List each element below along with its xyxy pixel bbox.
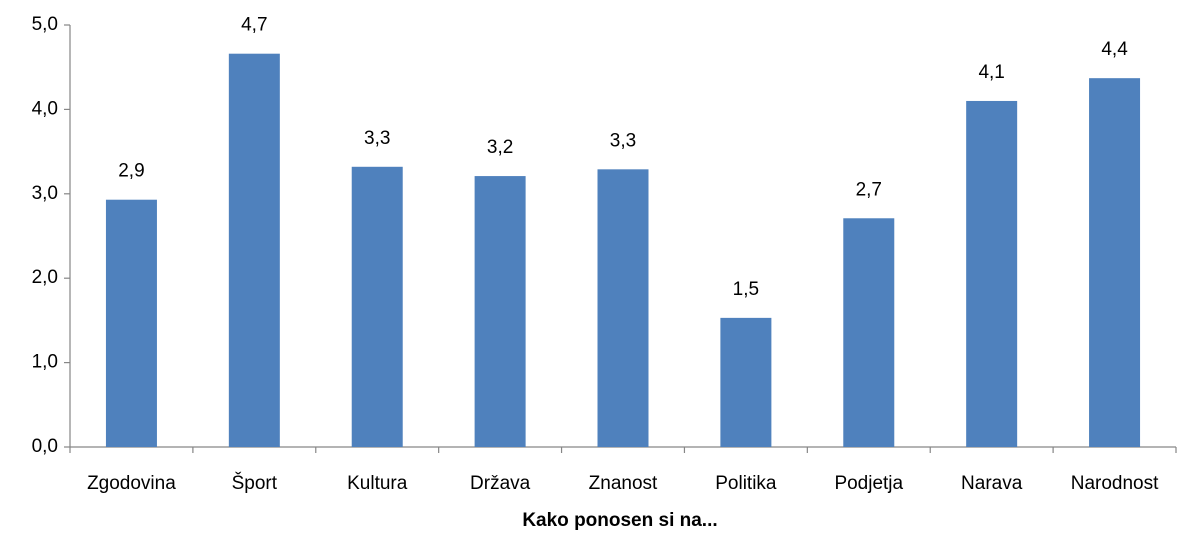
bar xyxy=(474,176,526,448)
bar xyxy=(1089,78,1141,447)
y-tick-label: 5,0 xyxy=(32,14,58,35)
x-tick-label: Zgodovina xyxy=(87,473,176,494)
data-label: 2,9 xyxy=(118,161,144,182)
data-label: 3,3 xyxy=(364,128,390,149)
bar xyxy=(105,199,157,447)
x-axis-label: Kako ponosen si na... xyxy=(522,510,717,531)
bar xyxy=(966,100,1018,448)
data-label: 3,2 xyxy=(487,137,513,158)
data-label: 4,1 xyxy=(978,62,1004,83)
bar xyxy=(597,169,649,447)
x-tick-label: Šport xyxy=(232,472,278,494)
x-tick-label: Država xyxy=(470,473,531,494)
bar xyxy=(843,218,895,447)
bar xyxy=(351,166,403,448)
x-tick-label: Znanost xyxy=(589,473,658,494)
x-tick-label: Narava xyxy=(961,473,1023,494)
bar xyxy=(228,53,280,448)
y-tick-label: 3,0 xyxy=(32,183,58,204)
data-label: 1,5 xyxy=(733,279,759,300)
y-tick-label: 2,0 xyxy=(32,267,58,288)
x-tick-label: Politika xyxy=(715,473,777,494)
x-tick-label: Kultura xyxy=(347,473,408,494)
x-tick-label: Podjetja xyxy=(834,473,903,494)
data-label: 2,7 xyxy=(856,179,882,200)
data-label: 4,7 xyxy=(241,15,267,36)
x-tick-label: Narodnost xyxy=(1071,473,1159,494)
y-tick-label: 4,0 xyxy=(32,98,58,119)
data-label: 3,3 xyxy=(610,130,636,151)
data-label: 4,4 xyxy=(1101,39,1128,60)
y-tick-label: 1,0 xyxy=(32,352,58,373)
bar xyxy=(720,317,772,447)
y-tick-label: 0,0 xyxy=(32,436,58,457)
